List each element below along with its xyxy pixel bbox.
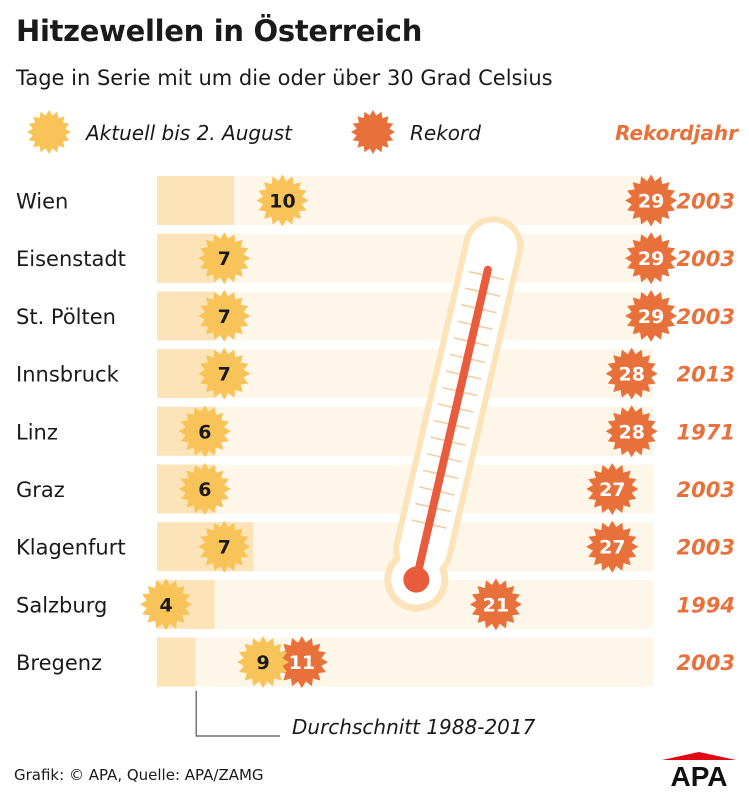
legend-current-label: Aktuell bis 2. August (84, 121, 293, 145)
record-year-label: 1994 (677, 593, 735, 617)
city-label: Bregenz (16, 651, 102, 675)
record-value-label: 11 (289, 652, 315, 674)
current-value-label: 6 (198, 479, 211, 501)
record-value-label: 28 (618, 364, 644, 386)
chart-title: Hitzewellen in Österreich (16, 14, 423, 48)
city-label: Wien (16, 190, 68, 214)
city-label: Klagenfurt (16, 536, 126, 560)
city-label: Innsbruck (16, 363, 120, 387)
current-value-label: 10 (269, 191, 295, 213)
city-label: Salzburg (16, 593, 107, 617)
chart-subtitle: Tage in Serie mit um die oder über 30 Gr… (16, 66, 553, 90)
record-year-label: 2003 (677, 247, 735, 271)
current-marker (198, 232, 251, 285)
row-background (157, 406, 653, 456)
record-marker (605, 405, 658, 458)
record-year-label: 2003 (677, 190, 735, 214)
chart-plot: Wien 2003 Eisenstadt 2003 St. Pölten 2003 Inns… (16, 174, 735, 739)
average-bar (157, 176, 234, 225)
record-year-label: 2003 (677, 478, 735, 502)
current-marker (256, 174, 309, 227)
thermometer-bulb (403, 566, 430, 593)
sun-orange-icon (351, 110, 395, 154)
record-marker (586, 463, 639, 515)
city-label: Graz (16, 478, 65, 502)
record-marker (625, 174, 678, 227)
logo-roof (662, 752, 736, 760)
record-value-label: 27 (599, 537, 625, 559)
legend-record-year-label: Rekordjahr (615, 121, 739, 145)
sun-yellow-icon (27, 110, 71, 154)
current-value-label: 7 (218, 248, 231, 270)
record-value-label: 27 (599, 479, 625, 501)
thermometer-column (413, 265, 492, 578)
record-year-label: 2013 (677, 363, 735, 387)
record-year-label: 2003 (677, 651, 735, 675)
current-marker (140, 578, 193, 631)
average-bar (157, 637, 196, 687)
current-value-label: 4 (159, 594, 172, 616)
record-year-label: 2003 (677, 305, 735, 329)
record-marker (605, 347, 658, 400)
record-year-label: 1971 (677, 420, 735, 444)
record-value-label: 29 (638, 306, 664, 328)
current-marker (178, 405, 231, 458)
city-label: Linz (16, 420, 58, 444)
record-marker (469, 578, 522, 631)
average-bracket (195, 690, 280, 737)
chart-legend: Aktuell bis 2. August Rekord Rekordjahr (27, 110, 739, 154)
current-marker (178, 463, 231, 515)
thermometer-group (384, 216, 524, 612)
row-background (157, 176, 653, 225)
current-marker (198, 289, 251, 342)
average-label: Durchschnitt 1988-2017 (292, 715, 536, 739)
markers-layer: 29 10 29 7 29 7 28 7 28 6 27 6 27 7 21 4 11 9 (140, 174, 678, 689)
current-marker (237, 636, 290, 689)
record-value-label: 29 (638, 248, 664, 270)
logo-text: APA (670, 761, 727, 788)
current-value-label: 7 (218, 364, 231, 386)
record-marker (625, 289, 678, 342)
record-value-label: 28 (618, 421, 644, 443)
record-marker (625, 232, 678, 285)
city-label: St. Pölten (16, 305, 116, 329)
record-marker (586, 520, 639, 573)
record-marker (275, 636, 328, 689)
current-marker (198, 347, 251, 400)
current-value-label: 7 (218, 306, 231, 328)
legend-record-label: Rekord (410, 121, 481, 145)
record-value-label: 29 (638, 191, 664, 213)
current-value-label: 6 (198, 421, 211, 443)
current-value-label: 7 (218, 537, 231, 559)
row-background (157, 637, 653, 687)
current-marker (198, 520, 251, 573)
source-credit: Grafik: © APA, Quelle: APA/ZAMG (14, 766, 264, 784)
apa-logo: APA (662, 752, 736, 788)
city-label: Eisenstadt (16, 247, 126, 271)
thermometer (384, 216, 524, 612)
record-year-label: 2003 (677, 536, 735, 560)
current-value-label: 9 (256, 652, 269, 674)
record-value-label: 21 (483, 594, 509, 616)
